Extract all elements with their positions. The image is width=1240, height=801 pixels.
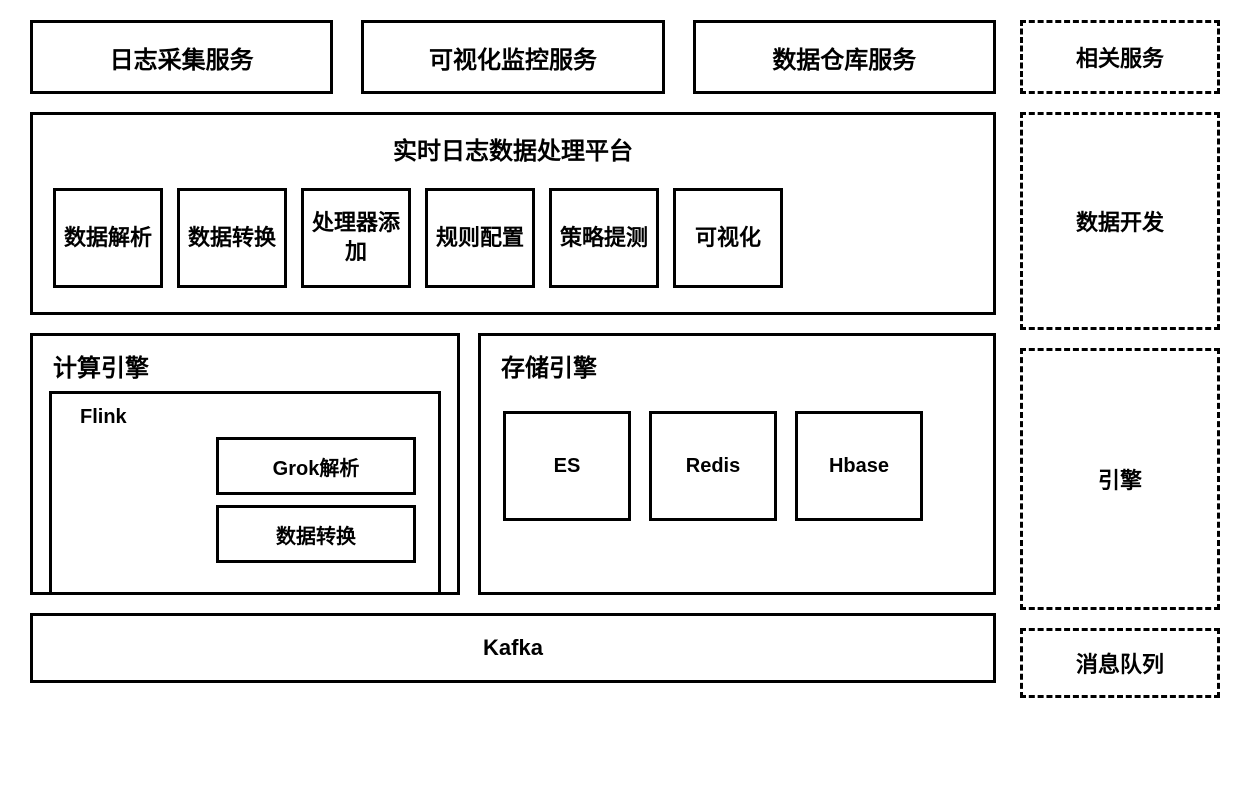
- storage-redis: Redis: [649, 411, 777, 521]
- kafka-box: Kafka: [30, 613, 996, 683]
- log-collection-service-label: 日志采集服务: [110, 40, 254, 75]
- engines-row: 计算引擎 Flink Grok解析 数据转换 存储引擎 ES Redis Hba…: [30, 333, 996, 595]
- flink-items: Grok解析 数据转换: [66, 437, 424, 563]
- message-queue-label: 消息队列: [1076, 647, 1164, 679]
- engine-category-label: 引擎: [1098, 463, 1142, 495]
- flink-data-transform: 数据转换: [216, 505, 416, 563]
- compute-engine-title: 计算引擎: [49, 344, 441, 391]
- realtime-platform-box: 实时日志数据处理平台 数据解析 数据转换 处理器添加 规则配置 策略提测 可视化: [30, 112, 996, 315]
- architecture-diagram: 日志采集服务 可视化监控服务 数据仓库服务 实时日志数据处理平台 数据解析 数据…: [30, 20, 1220, 781]
- module-data-parse: 数据解析: [53, 188, 163, 288]
- storage-hbase: Hbase: [795, 411, 923, 521]
- data-dev-label: 数据开发: [1076, 205, 1164, 237]
- storage-engine-title: 存储引擎: [497, 344, 977, 391]
- top-services-row: 日志采集服务 可视化监控服务 数据仓库服务: [30, 20, 996, 94]
- related-services-label: 相关服务: [1076, 41, 1164, 73]
- visual-monitoring-service-label: 可视化监控服务: [429, 40, 597, 75]
- related-services-box: 相关服务: [1020, 20, 1220, 94]
- data-warehouse-service-label: 数据仓库服务: [772, 40, 916, 75]
- module-data-transform: 数据转换: [177, 188, 287, 288]
- visual-monitoring-service-box: 可视化监控服务: [361, 20, 664, 94]
- data-dev-box: 数据开发: [1020, 112, 1220, 330]
- flink-grok-parse: Grok解析: [216, 437, 416, 495]
- right-column: 相关服务 数据开发 引擎 消息队列: [1020, 20, 1220, 781]
- platform-title: 实时日志数据处理平台: [53, 125, 973, 170]
- engine-category-box: 引擎: [1020, 348, 1220, 610]
- compute-engine-box: 计算引擎 Flink Grok解析 数据转换: [30, 333, 460, 595]
- flink-title: Flink: [66, 402, 424, 437]
- platform-modules-row: 数据解析 数据转换 处理器添加 规则配置 策略提测 可视化: [53, 188, 973, 288]
- module-processor-add: 处理器添加: [301, 188, 411, 288]
- module-visualization: 可视化: [673, 188, 783, 288]
- data-warehouse-service-box: 数据仓库服务: [693, 20, 996, 94]
- left-column: 日志采集服务 可视化监控服务 数据仓库服务 实时日志数据处理平台 数据解析 数据…: [30, 20, 996, 781]
- flink-box: Flink Grok解析 数据转换: [49, 391, 441, 592]
- kafka-label: Kafka: [483, 635, 543, 661]
- storage-es: ES: [503, 411, 631, 521]
- message-queue-box: 消息队列: [1020, 628, 1220, 698]
- storage-engine-box: 存储引擎 ES Redis Hbase: [478, 333, 996, 595]
- storage-items-row: ES Redis Hbase: [497, 391, 977, 521]
- log-collection-service-box: 日志采集服务: [30, 20, 333, 94]
- module-rule-config: 规则配置: [425, 188, 535, 288]
- module-strategy-test: 策略提测: [549, 188, 659, 288]
